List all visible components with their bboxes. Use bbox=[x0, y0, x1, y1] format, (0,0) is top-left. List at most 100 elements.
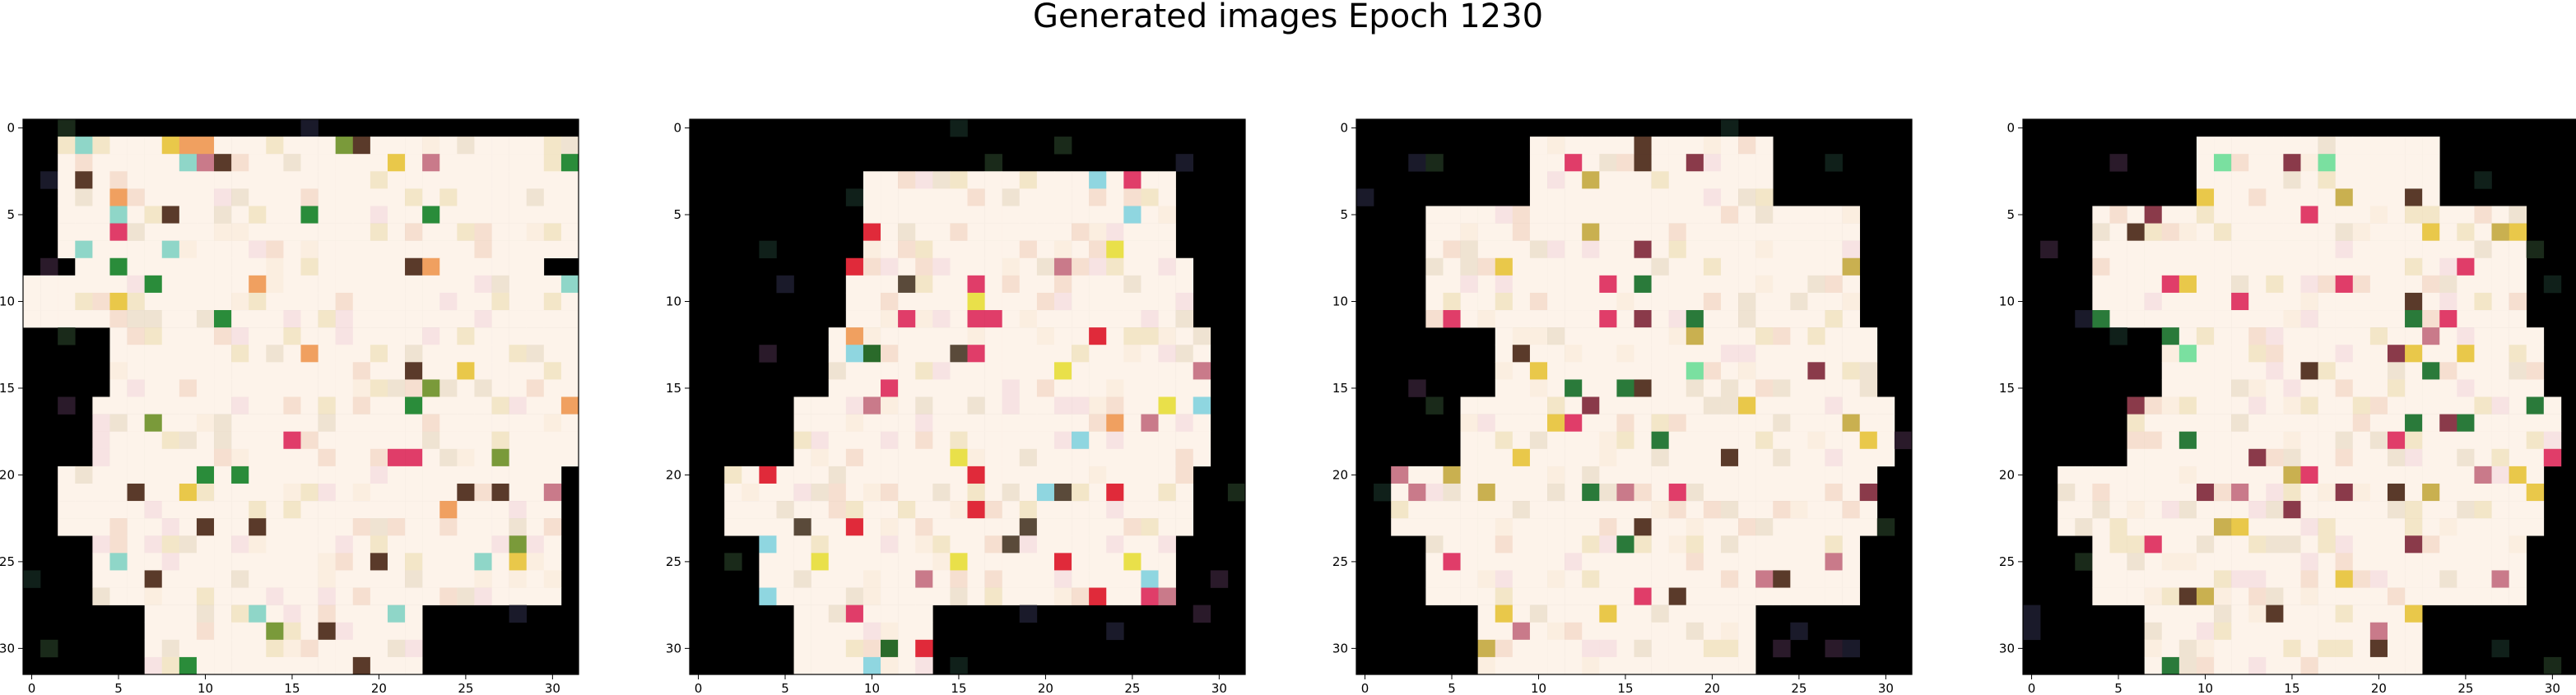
heatmap-cell bbox=[560, 448, 579, 467]
heatmap-cell bbox=[2474, 275, 2492, 294]
heatmap-cell bbox=[984, 379, 1002, 397]
heatmap-cell bbox=[1720, 483, 1739, 502]
heatmap-cell bbox=[1668, 518, 1687, 536]
heatmap-cell bbox=[1790, 240, 1808, 259]
heatmap-cell bbox=[1634, 483, 1652, 502]
heatmap-cell bbox=[2422, 431, 2440, 450]
heatmap-cell bbox=[161, 223, 180, 241]
heatmap-cell bbox=[231, 535, 249, 554]
heatmap-cell bbox=[1738, 310, 1756, 328]
heatmap-cell bbox=[793, 639, 811, 658]
heatmap-cell bbox=[1141, 292, 1159, 311]
heatmap-cell bbox=[1460, 257, 1478, 276]
heatmap-cell bbox=[1720, 310, 1739, 328]
heatmap-cell bbox=[352, 587, 371, 605]
heatmap-cell bbox=[457, 240, 475, 259]
heatmap-cell bbox=[1036, 535, 1055, 554]
heatmap-cell bbox=[543, 535, 562, 554]
heatmap-cell bbox=[179, 466, 198, 484]
heatmap-cell bbox=[387, 570, 406, 588]
heatmap-cell bbox=[2127, 466, 2145, 484]
heatmap-cell bbox=[2092, 275, 2110, 294]
heatmap-cell bbox=[863, 518, 881, 536]
heatmap-cell bbox=[1141, 171, 1159, 189]
heatmap-cell bbox=[932, 379, 951, 397]
heatmap-cell bbox=[2300, 466, 2318, 484]
heatmap-cell bbox=[335, 137, 354, 155]
heatmap-cell bbox=[932, 501, 951, 519]
heatmap-cell bbox=[2266, 154, 2284, 172]
heatmap-cell bbox=[249, 137, 267, 155]
heatmap-cell bbox=[915, 206, 933, 224]
heatmap-cell bbox=[2283, 639, 2301, 658]
heatmap-cell bbox=[127, 362, 145, 380]
heatmap-cell bbox=[2127, 553, 2145, 571]
heatmap-cell bbox=[1616, 154, 1634, 172]
heatmap-cell bbox=[1825, 396, 1843, 415]
heatmap-cell bbox=[1089, 553, 1107, 571]
heatmap-cell bbox=[1158, 327, 1176, 345]
heatmap-cell bbox=[2457, 414, 2475, 432]
y-tick-label: 0 bbox=[673, 121, 681, 136]
heatmap-cell bbox=[1512, 275, 1531, 294]
heatmap-cell bbox=[1634, 154, 1652, 172]
heatmap-cell bbox=[1106, 518, 1124, 536]
heatmap-cell bbox=[1002, 448, 1021, 467]
heatmap-cell bbox=[881, 171, 899, 189]
heatmap-cell bbox=[950, 362, 968, 380]
heatmap-cell bbox=[161, 292, 180, 311]
heatmap-cell bbox=[422, 240, 440, 259]
heatmap-cell bbox=[2335, 448, 2354, 467]
heatmap-cell bbox=[1036, 206, 1055, 224]
heatmap-cell bbox=[1547, 396, 1565, 415]
heatmap-cell bbox=[2161, 327, 2180, 345]
heatmap-cell bbox=[932, 327, 951, 345]
heatmap-cell bbox=[231, 605, 249, 623]
heatmap-cell bbox=[1703, 171, 1722, 189]
heatmap-cell bbox=[1123, 223, 1142, 241]
heatmap-cell bbox=[543, 518, 562, 536]
heatmap-cell bbox=[2283, 483, 2301, 502]
heatmap-cell bbox=[1547, 257, 1565, 276]
heatmap-cell bbox=[2405, 535, 2423, 554]
heatmap-cell bbox=[2369, 396, 2388, 415]
heatmap-cell bbox=[1755, 570, 1774, 588]
heatmap-cell bbox=[335, 154, 354, 172]
heatmap-cell bbox=[1547, 345, 1565, 363]
heatmap-cell bbox=[2491, 483, 2509, 502]
heatmap-cell bbox=[898, 379, 916, 397]
heatmap-cell bbox=[457, 431, 475, 450]
heatmap-cell bbox=[1582, 188, 1600, 206]
heatmap-cell bbox=[1495, 535, 1514, 554]
heatmap-cell bbox=[1443, 535, 1461, 554]
heatmap-cell bbox=[1460, 275, 1478, 294]
heatmap-cell bbox=[249, 639, 267, 658]
heatmap-cell bbox=[1036, 223, 1055, 241]
heatmap-cell bbox=[1019, 448, 1038, 467]
heatmap-cell bbox=[2144, 310, 2163, 328]
heatmap-cell bbox=[967, 518, 985, 536]
heatmap-cell bbox=[2178, 379, 2197, 397]
heatmap-cell bbox=[1106, 431, 1124, 450]
heatmap-cell bbox=[196, 622, 215, 641]
heatmap-cell bbox=[509, 379, 528, 397]
heatmap-cell bbox=[759, 553, 777, 571]
heatmap-cell bbox=[2352, 379, 2371, 397]
heatmap-cell bbox=[1738, 206, 1756, 224]
heatmap-cell bbox=[2369, 188, 2388, 206]
heatmap-cell bbox=[1616, 379, 1634, 397]
heatmap-cell bbox=[405, 483, 423, 502]
heatmap-cell bbox=[2161, 240, 2180, 259]
heatmap-cell bbox=[509, 605, 528, 623]
heatmap-cell bbox=[2214, 535, 2232, 554]
heatmap-cell bbox=[231, 257, 249, 276]
heatmap-cell bbox=[127, 223, 145, 241]
heatmap-cell bbox=[1175, 154, 1194, 172]
heatmap-cell bbox=[845, 431, 864, 450]
heatmap-cell bbox=[932, 483, 951, 502]
heatmap-cell bbox=[2058, 483, 2076, 502]
heatmap-cell bbox=[1547, 535, 1565, 554]
heatmap-cell bbox=[249, 345, 267, 363]
heatmap-cell bbox=[1755, 345, 1774, 363]
heatmap-cell bbox=[967, 553, 985, 571]
